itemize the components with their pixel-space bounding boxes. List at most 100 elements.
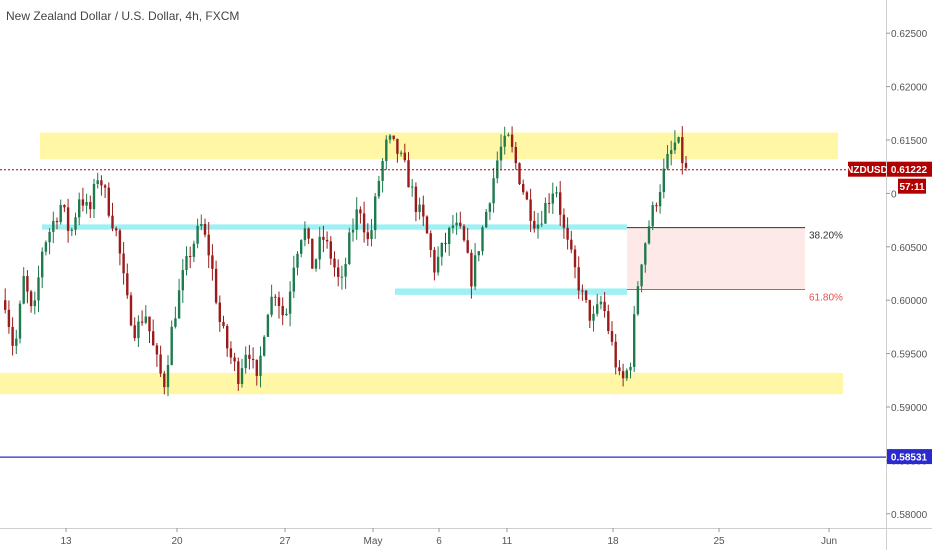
y-tick-label: 0.60500 — [891, 243, 928, 254]
candle-down — [274, 296, 277, 298]
y-tick-label: 0 — [891, 189, 897, 200]
candle-up — [399, 152, 403, 154]
candle-up — [85, 201, 88, 206]
candle-down — [55, 220, 59, 223]
candle-up — [388, 135, 392, 140]
candle-up — [244, 354, 247, 369]
candle-up — [629, 366, 632, 371]
candle-down — [510, 134, 514, 147]
candle-up — [477, 251, 480, 256]
candle-up — [318, 236, 321, 260]
candle-down — [255, 359, 258, 376]
candle-down — [159, 354, 162, 374]
candle-up — [44, 242, 48, 252]
candle-down — [311, 238, 314, 269]
fib-level-label: 61.80% — [809, 293, 843, 304]
countdown-badge — [898, 178, 926, 194]
candle-down — [281, 305, 284, 316]
candle-down — [614, 341, 617, 368]
candle-down — [140, 321, 144, 323]
candle-down — [562, 214, 566, 228]
candle-down — [425, 216, 429, 234]
candle-down — [618, 367, 621, 372]
resistance-zone[interactable] — [40, 132, 838, 160]
candle-up — [451, 225, 455, 228]
x-tick-label: 6 — [436, 536, 442, 547]
candle-down — [684, 163, 688, 168]
candle-down — [655, 205, 658, 207]
x-tick-label: 25 — [713, 536, 725, 547]
candle-up — [385, 139, 388, 162]
candle-up — [440, 242, 443, 257]
candle-down — [129, 295, 133, 326]
candle-up — [481, 227, 484, 252]
candle-up — [670, 150, 673, 154]
candle-up — [263, 336, 266, 356]
candle-down — [222, 321, 225, 327]
candle-up — [344, 264, 347, 277]
candle-up — [599, 301, 603, 305]
candle-up — [303, 228, 307, 241]
candle-down — [333, 258, 336, 268]
candle-up — [78, 199, 81, 218]
candle-down — [211, 255, 214, 269]
candle-down — [233, 357, 236, 362]
candle-up — [292, 267, 295, 292]
candle-down — [359, 209, 362, 214]
candle-down — [444, 242, 447, 245]
candle-down — [89, 201, 92, 210]
candle-up — [177, 290, 181, 319]
candle-up — [48, 231, 51, 243]
candle-up — [662, 168, 665, 193]
candle-up — [70, 229, 73, 231]
candle-up — [640, 264, 643, 287]
candle-up — [92, 184, 96, 210]
candle-up — [633, 314, 636, 367]
candle-down — [66, 207, 70, 231]
candle-down — [214, 268, 218, 303]
candle-down — [470, 252, 473, 287]
candle-up — [499, 146, 503, 161]
candle-down — [118, 230, 122, 254]
candle-down — [610, 330, 614, 342]
countdown-label: 57:11 — [899, 182, 924, 193]
candle-up — [259, 355, 262, 376]
candle-down — [325, 239, 329, 242]
fib-retracement-area[interactable] — [627, 227, 805, 290]
candle-down — [403, 152, 406, 161]
candle-down — [63, 204, 66, 208]
upper-cyan-level[interactable] — [42, 224, 627, 230]
candle-up — [33, 300, 36, 307]
candle-down — [277, 297, 281, 306]
x-tick-label: 13 — [60, 536, 72, 547]
candle-up — [673, 142, 677, 151]
candle-down — [111, 215, 114, 229]
candle-up — [503, 135, 506, 147]
symbol-badge — [848, 161, 886, 177]
candle-up — [536, 224, 540, 229]
candle-down — [122, 253, 125, 274]
support-zone[interactable] — [0, 372, 843, 395]
candle-up — [377, 180, 381, 197]
candle-down — [462, 226, 466, 241]
x-tick-label: May — [364, 536, 383, 547]
y-tick-label: 0.62500 — [891, 29, 928, 40]
last-price-badge — [887, 161, 932, 177]
candle-up — [507, 134, 510, 136]
candle-down — [107, 187, 110, 216]
fib-level-label: 38.20% — [809, 231, 843, 242]
candle-down — [229, 348, 233, 358]
candle-up — [666, 153, 669, 169]
candle-up — [658, 192, 662, 207]
candle-down — [433, 249, 436, 273]
candle-down — [7, 309, 11, 327]
lower-cyan-level[interactable] — [395, 288, 627, 295]
candle-up — [96, 180, 99, 185]
candle-up — [636, 286, 640, 315]
reference-price-label: 0.58531 — [891, 453, 928, 464]
candle-down — [226, 326, 229, 349]
candle-up — [485, 211, 488, 228]
candle-down — [588, 300, 591, 321]
candle-down — [126, 273, 129, 296]
